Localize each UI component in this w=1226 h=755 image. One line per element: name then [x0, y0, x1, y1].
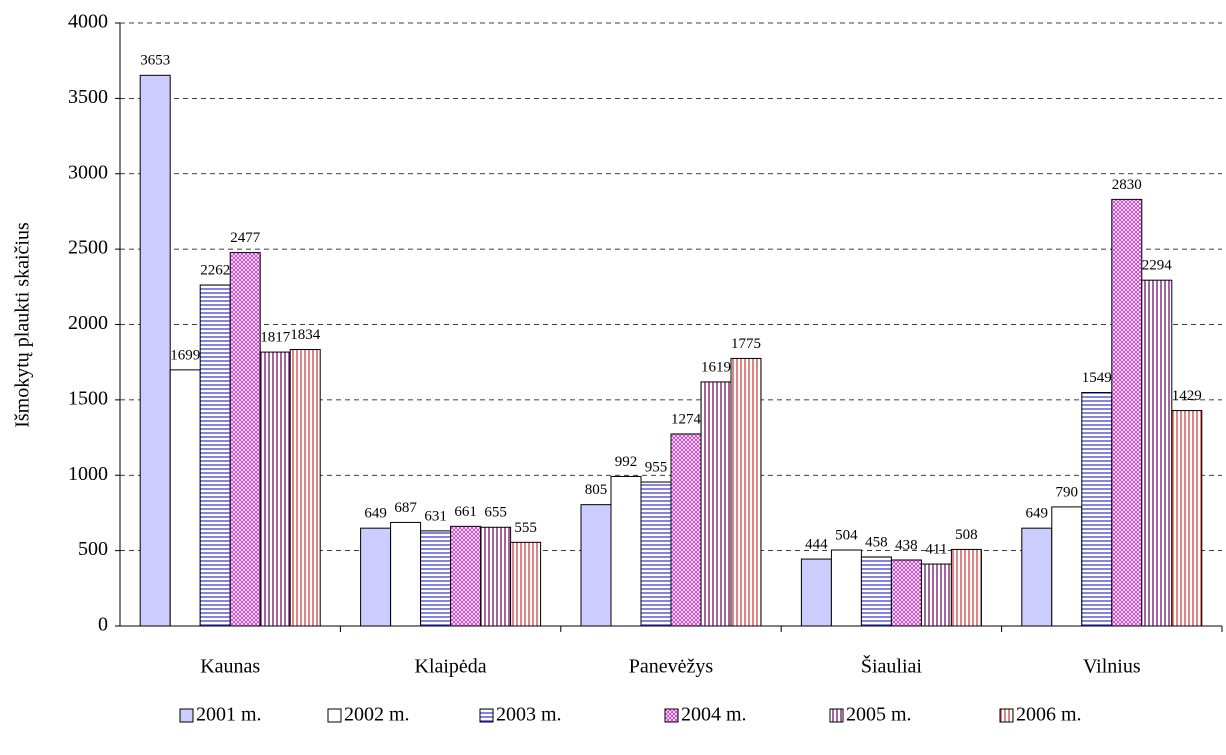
y-tick-label: 4000 [68, 11, 108, 33]
data-label: 411 [925, 541, 947, 557]
bar [1141, 279, 1173, 627]
bar [800, 558, 832, 627]
data-label: 1549 [1082, 370, 1112, 386]
bar [890, 559, 922, 627]
data-label: 1619 [701, 359, 731, 375]
legend-swatch [479, 708, 494, 723]
y-tick-label: 1000 [68, 463, 108, 485]
bar [1111, 198, 1143, 627]
x-tick-label: Panevėžys [629, 656, 714, 678]
legend-swatch [327, 708, 342, 723]
bar [289, 349, 321, 627]
bar [830, 549, 862, 627]
bar [920, 563, 952, 627]
legend-label: 2002 m. [344, 704, 410, 726]
data-label: 655 [484, 505, 507, 521]
legend-swatch [999, 708, 1014, 723]
x-tick-label: Šiauliai [861, 654, 923, 678]
y-tick-label: 3500 [68, 86, 108, 108]
bar [229, 252, 261, 627]
bar [199, 284, 231, 627]
y-tick-label: 2000 [68, 312, 108, 334]
bar [640, 481, 672, 627]
bar [1171, 410, 1203, 627]
legend-label: 2004 m. [681, 704, 747, 726]
y-tick-label: 500 [78, 538, 108, 560]
y-tick-label: 0 [98, 614, 108, 636]
legend-swatch [664, 708, 679, 723]
data-label: 1834 [290, 327, 321, 343]
x-tick-label: Vilnius [1083, 656, 1141, 678]
bar [610, 475, 642, 627]
bar [730, 357, 762, 627]
bar [580, 504, 612, 627]
bar [259, 351, 291, 627]
legend-swatch [829, 708, 844, 723]
y-tick-label: 2500 [68, 237, 108, 259]
data-label: 631 [424, 508, 447, 524]
bar [670, 433, 702, 627]
bar [169, 369, 201, 627]
legend-label: 2001 m. [196, 704, 262, 726]
legend-swatch [179, 708, 194, 723]
y-axis-label: Išmokytų plaukti skaičius [12, 222, 34, 428]
data-label: 687 [394, 500, 417, 516]
data-label: 444 [805, 537, 828, 553]
bar [480, 526, 512, 627]
data-label: 805 [585, 482, 608, 498]
y-tick-label: 1500 [68, 387, 108, 409]
data-label: 2262 [200, 262, 230, 278]
x-tick-label: Kaunas [200, 656, 260, 678]
bar [390, 521, 422, 627]
legend-label: 2003 m. [496, 704, 562, 726]
data-label: 2477 [230, 230, 261, 246]
data-label: 508 [955, 527, 978, 543]
bar [950, 548, 982, 627]
bar [860, 556, 892, 627]
bar [1021, 527, 1053, 627]
data-label: 3653 [140, 53, 170, 69]
data-label: 1699 [170, 347, 200, 363]
bar [700, 381, 732, 627]
bar [1081, 391, 1113, 627]
data-label: 438 [895, 537, 918, 553]
data-label: 1775 [731, 336, 761, 352]
legend-label: 2006 m. [1016, 704, 1082, 726]
bar [360, 527, 392, 627]
data-label: 992 [615, 454, 638, 470]
x-tick-label: Klaipėda [415, 656, 487, 678]
data-label: 458 [865, 534, 888, 550]
data-label: 555 [514, 520, 537, 536]
legend-label: 2005 m. [846, 704, 912, 726]
bar [510, 541, 542, 627]
data-label: 661 [454, 504, 477, 520]
data-label: 649 [1026, 506, 1049, 522]
data-label: 955 [645, 459, 668, 475]
data-label: 649 [364, 506, 387, 522]
data-label: 2830 [1112, 177, 1142, 193]
data-label: 1429 [1172, 388, 1202, 404]
bar [139, 74, 171, 627]
bar [450, 525, 482, 627]
data-label: 1274 [671, 411, 702, 427]
data-label: 1817 [260, 330, 291, 346]
bar [1051, 506, 1083, 627]
data-label: 790 [1056, 484, 1079, 500]
data-label: 2294 [1142, 258, 1173, 274]
bar [420, 530, 452, 627]
y-tick-label: 3000 [68, 161, 108, 183]
data-label: 504 [835, 527, 858, 543]
